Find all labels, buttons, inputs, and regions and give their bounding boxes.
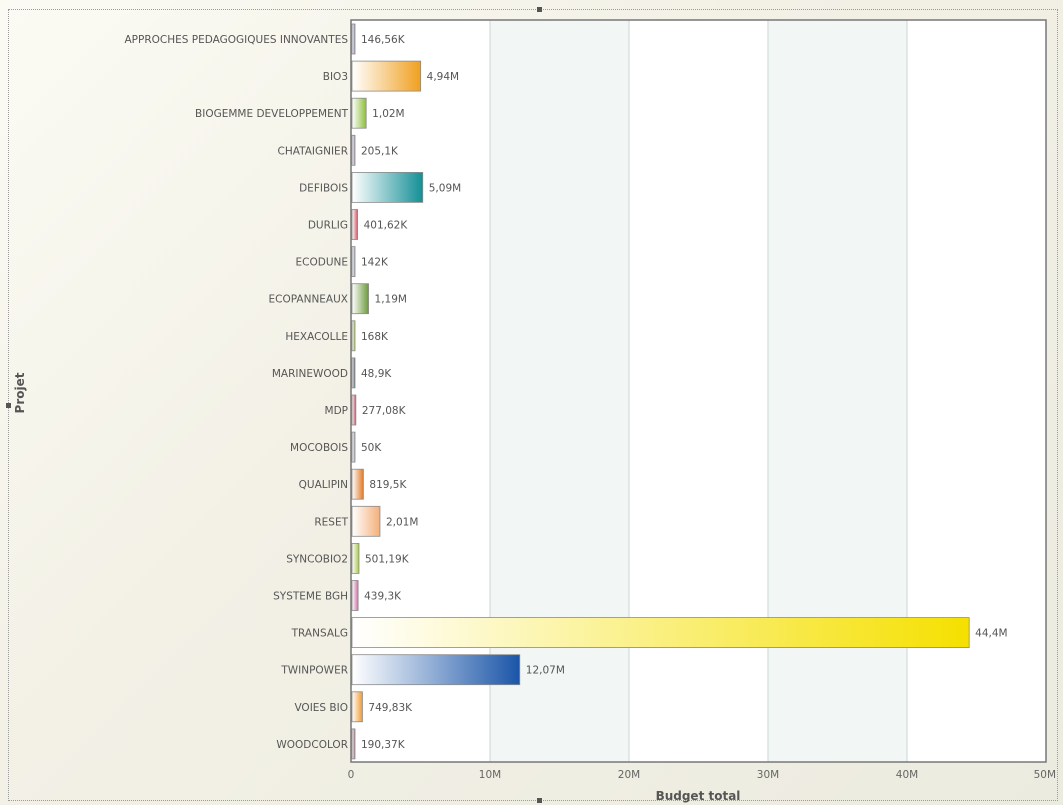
- category-label: APPROCHES PEDAGOGIQUES INNOVANTES: [124, 34, 348, 46]
- category-label: DURLIG: [308, 220, 348, 232]
- bar-systeme-bgh[interactable]: [351, 580, 359, 611]
- bar-marinewood[interactable]: [351, 357, 356, 389]
- category-label: MOCOBOIS: [290, 442, 348, 454]
- bar-mocobois[interactable]: [351, 431, 356, 463]
- chart-frame: [6, 7, 1058, 803]
- bar-hexacolle[interactable]: [351, 320, 356, 352]
- value-label: 44,4M: [975, 628, 1007, 640]
- bar-woodcolor[interactable]: [351, 728, 356, 760]
- bar-biogemme-developpement[interactable]: [351, 97, 367, 129]
- x-tick-label: 30M: [757, 769, 779, 781]
- category-label: ECODUNE: [296, 257, 349, 269]
- category-label: BIOGEMME DEVELOPPEMENT: [195, 108, 349, 120]
- category-label: ECOPANNEAUX: [269, 294, 348, 306]
- value-label: 50K: [361, 442, 382, 454]
- value-label: 819,5K: [369, 479, 407, 491]
- category-label: TWINPOWER: [280, 665, 348, 677]
- category-label: TRANSALG: [291, 628, 348, 640]
- bar-voies-bio[interactable]: [351, 691, 363, 723]
- value-label: 48,9K: [361, 368, 392, 380]
- plot-background: [351, 20, 1046, 762]
- value-label: 1,19M: [375, 294, 407, 306]
- bar-syncobio2[interactable]: [351, 543, 360, 574]
- category-label: BIO3: [323, 71, 348, 83]
- bar-ecopanneaux[interactable]: [351, 283, 369, 315]
- value-label: 190,37K: [361, 739, 406, 751]
- x-tick-label: 50M: [1034, 769, 1056, 781]
- resize-handle-top[interactable]: [537, 7, 542, 12]
- x-tick-label: 0: [348, 769, 355, 781]
- value-label: 205,1K: [361, 145, 399, 157]
- category-label: MARINEWOOD: [272, 368, 348, 380]
- plot-border: [350, 19, 1047, 763]
- category-label: HEXACOLLE: [285, 331, 348, 343]
- bar-bio3[interactable]: [351, 60, 422, 92]
- category-label: QUALIPIN: [299, 479, 348, 491]
- bar-reset[interactable]: [351, 505, 381, 537]
- bar-approches-pedagogiques-innovantes[interactable]: [351, 23, 356, 55]
- bar-mdp[interactable]: [351, 394, 357, 426]
- grid-band: [490, 20, 629, 762]
- resize-handle-bottom[interactable]: [537, 798, 542, 803]
- value-label: 4,94M: [427, 71, 459, 83]
- value-label: 2,01M: [386, 516, 418, 528]
- category-label: VOIES BIO: [294, 702, 348, 714]
- category-label: MDP: [325, 405, 348, 417]
- category-label: RESET: [314, 516, 348, 528]
- value-label: 12,07M: [526, 665, 565, 677]
- value-label: 439,3K: [364, 591, 402, 603]
- value-label: 142K: [361, 257, 389, 269]
- x-tick-label: 40M: [896, 769, 918, 781]
- value-label: 146,56K: [361, 34, 406, 46]
- value-label: 168K: [361, 331, 389, 343]
- category-label: SYSTEME BGH: [273, 591, 348, 603]
- grid-band: [768, 20, 907, 762]
- resize-handle-left[interactable]: [6, 403, 11, 408]
- value-label: 501,19K: [365, 553, 410, 565]
- x-tick-label: 10M: [479, 769, 501, 781]
- x-tick-label: 20M: [618, 769, 640, 781]
- category-label: WOODCOLOR: [276, 739, 348, 751]
- value-label: 749,83K: [368, 702, 413, 714]
- category-label: CHATAIGNIER: [278, 145, 349, 157]
- bar-chataignier[interactable]: [351, 134, 356, 166]
- x-axis-title: Budget total: [656, 789, 741, 803]
- bar-ecodune[interactable]: [351, 246, 356, 278]
- bar-transalg[interactable]: [351, 617, 970, 648]
- bar-twinpower[interactable]: [351, 654, 521, 686]
- category-label: DEFIBOIS: [299, 182, 348, 194]
- value-label: 401,62K: [364, 220, 409, 232]
- value-label: 1,02M: [372, 108, 404, 120]
- bar-durlig[interactable]: [351, 209, 358, 240]
- y-axis-title: Projet: [13, 372, 27, 413]
- category-label: SYNCOBIO2: [286, 553, 348, 565]
- bar-defibois[interactable]: [351, 171, 424, 203]
- value-label: 277,08K: [362, 405, 407, 417]
- bar-qualipin[interactable]: [351, 468, 364, 500]
- value-label: 5,09M: [429, 182, 461, 194]
